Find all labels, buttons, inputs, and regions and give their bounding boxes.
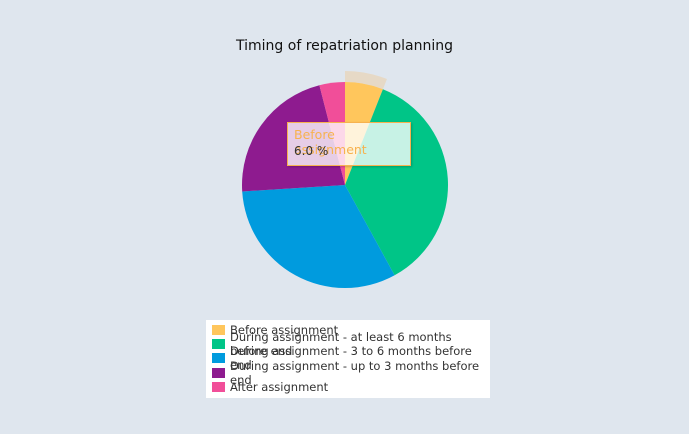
legend-swatch bbox=[212, 381, 225, 392]
legend-item[interactable]: After assignment bbox=[212, 380, 490, 394]
legend-item[interactable]: During assignment - up to 3 months befor… bbox=[212, 359, 490, 387]
legend-swatch bbox=[212, 325, 225, 336]
tooltip-label: Before assignment bbox=[294, 127, 367, 157]
chart-title: Timing of repatriation planning bbox=[236, 38, 453, 54]
legend-item[interactable]: During assignment - at least 6 months be… bbox=[212, 330, 490, 358]
legend-item[interactable]: Before assignment bbox=[212, 323, 490, 337]
legend: Before assignment During assignment - at… bbox=[206, 320, 490, 398]
slice-hover-halo bbox=[345, 71, 387, 90]
legend-swatch bbox=[212, 367, 225, 378]
tooltip-value: 6.0 % bbox=[294, 144, 329, 158]
legend-swatch bbox=[212, 353, 225, 364]
legend-item[interactable]: During assignment - 3 to 6 months before… bbox=[212, 344, 490, 372]
tooltip: Before assignment 6.0 % bbox=[287, 122, 411, 166]
legend-swatch bbox=[212, 339, 225, 350]
pie-slice[interactable] bbox=[242, 185, 395, 288]
